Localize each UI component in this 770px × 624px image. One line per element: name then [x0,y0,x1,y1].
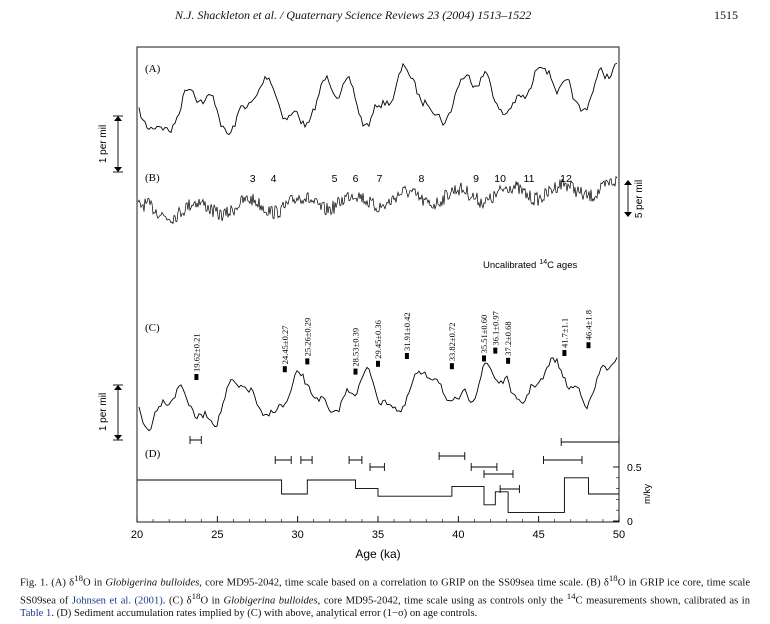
error-bar [348,456,363,464]
x-tick-label: 20 [131,529,143,541]
x-axis: 20 25 30 35 40 45 50 [131,516,625,541]
error-bar [300,456,313,464]
c14-age-labels: 19.62±0.21 24.45±0.27 25.26±0.29 28.53±0.39… [191,310,594,380]
d-tick-label: 0 [627,516,633,528]
x-tick-label: 35 [372,529,384,541]
interstadial-numbers: 3 4 5 6 7 8 9 10 11 12 [250,173,572,185]
series-d-line [137,477,619,513]
x-tick-label: 25 [211,529,223,541]
d-axis-unit: m/ky [642,484,653,504]
scale-bar-b: 5 per mil [624,180,645,218]
c14-age-label: 36.1±0.97 [490,311,500,345]
c14-marker [194,374,199,380]
error-bar [543,456,583,464]
panel-label-c: (C) [145,322,160,334]
interstadial-3: 3 [250,173,256,185]
d-tick-label: 0.5 [627,462,642,474]
c14-age-label: 28.53±0.39 [351,328,361,367]
c14-marker [404,353,409,359]
c14-marker [305,358,310,365]
interstadial-5: 5 [332,173,338,185]
ref-johnsen[interactable]: Johnsen et al. (2001) [71,595,163,607]
c14-marker [586,342,591,349]
error-bar [560,438,620,446]
interstadial-11: 11 [524,173,535,185]
x-axis-label: Age (ka) [355,547,400,561]
series-a-line [138,62,618,136]
panel-label-b: (B) [145,172,160,184]
scale-bar-a: 1 per mil [98,115,123,173]
c14-age-label: 37.2±0.68 [503,321,513,355]
figure-caption: Fig. 1. (A) δ18O in Globigerina bulloide… [20,573,751,620]
c14-marker [506,357,511,364]
d-axis: 00.5 [613,462,642,528]
c14-marker [353,368,358,375]
interstadial-8: 8 [418,173,424,185]
series-c-line [138,357,618,432]
plot-frame [136,46,620,523]
c14-age-label: 25.26±0.29 [302,318,312,357]
uncalibrated-label: Uncalibrated 14C ages [483,259,577,271]
c14-marker [282,366,287,373]
x-tick-label: 50 [613,529,625,541]
scale-label-c: 1 per mil [98,393,109,431]
error-bar [438,452,466,460]
error-bar [369,463,385,471]
c14-marker [562,350,567,356]
ref-table-1[interactable]: Table 1 [20,608,52,620]
c14-age-label: 31.91±0.42 [402,312,412,351]
page-number: 1515 [714,8,738,22]
c14-marker [493,347,498,354]
c14-age-label: 24.45±0.27 [280,326,290,365]
scale-label-b: 5 per mil [634,180,645,218]
c14-age-label: 35.51±0.60 [479,315,489,354]
interstadial-10: 10 [494,173,506,185]
running-title: N.J. Shackleton et al. / Quaternary Scie… [175,8,532,22]
error-bar [499,485,520,493]
c14-marker [376,360,380,367]
interstadial-4: 4 [271,173,277,185]
c14-age-label: 33.82±0.72 [447,323,457,362]
interstadial-9: 9 [473,173,479,185]
error-bar [274,456,292,464]
page-header: N.J. Shackleton et al. / Quaternary Scie… [0,8,770,28]
scale-bar-c: 1 per mil [98,384,123,441]
error-bars [189,436,620,493]
c14-age-label: 19.62±0.21 [191,333,201,372]
scale-label-a: 1 per mil [98,125,109,163]
x-tick-label: 40 [452,529,464,541]
x-tick-label: 30 [292,529,304,541]
series-b-line [137,175,618,225]
interstadial-6: 6 [353,173,359,185]
panel-label-d: (D) [145,448,161,460]
error-bar [483,470,514,478]
figure-1: (A) (B) (C) (D) 1 per mil 5 per mil 1 pe… [98,46,653,561]
error-bar [470,463,498,471]
c14-age-label: 41.7±1.1 [559,318,569,348]
c14-age-label: 29.45±0.36 [373,320,383,359]
interstadial-7: 7 [377,173,383,185]
x-tick-label: 45 [533,529,545,541]
c14-marker [449,363,454,370]
error-bar [189,436,202,444]
c14-age-label: 46.4±1.8 [584,310,594,340]
c14-marker [482,355,486,362]
interstadial-12: 12 [560,173,572,185]
panel-label-a: (A) [145,63,161,75]
